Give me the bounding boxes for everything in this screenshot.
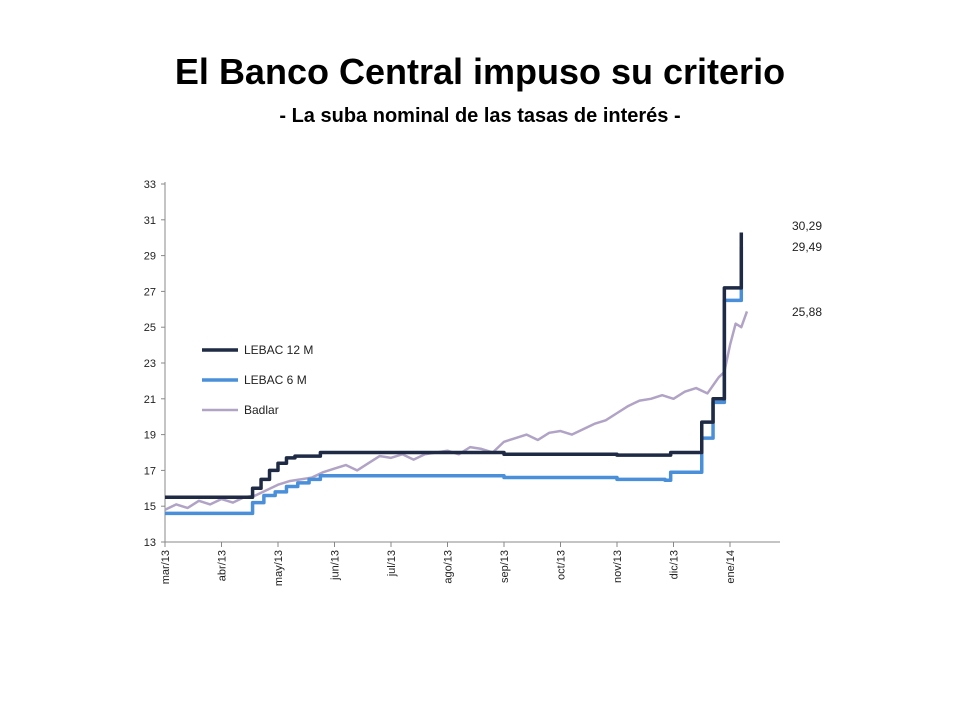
end-value-label: 30,29 [792, 219, 822, 233]
y-tick-label: 17 [144, 465, 156, 477]
slide-subtitle: - La suba nominal de las tasas de interé… [279, 105, 681, 127]
x-tick-label: oct/13 [556, 550, 568, 580]
x-tick-label: abr/13 [217, 550, 229, 581]
y-tick-label: 13 [144, 537, 156, 549]
slide-title: El Banco Central impuso su criterio [174, 51, 786, 92]
end-value-label: 29,49 [792, 240, 822, 254]
x-tick-label: ago/13 [443, 550, 455, 584]
y-tick-label: 33 [144, 179, 156, 191]
x-tick-label: ene/14 [725, 550, 737, 584]
series-line-badlar [164, 311, 749, 511]
y-tick-label: 29 [144, 251, 156, 263]
y-tick-label: 31 [144, 215, 156, 227]
series-line-lebac-12-m [165, 232, 744, 499]
x-tick-label: mar/13 [160, 550, 172, 584]
x-tick-label: jun/13 [330, 550, 342, 581]
x-tick-label: dic/13 [669, 550, 681, 579]
x-tick-label: sep/13 [499, 550, 511, 583]
x-tick-label: may/13 [273, 550, 285, 586]
y-tick-label: 23 [144, 358, 156, 370]
legend-label: Badlar [244, 403, 279, 417]
y-tick-label: 25 [144, 322, 156, 334]
y-tick-label: 21 [144, 394, 156, 406]
y-tick-label: 27 [144, 286, 156, 298]
y-tick-label: 19 [144, 430, 156, 442]
legend-label: LEBAC 12 M [244, 343, 313, 357]
x-tick-label: nov/13 [612, 550, 624, 583]
x-tick-label: jul/13 [386, 550, 398, 577]
legend-label: LEBAC 6 M [244, 373, 307, 387]
end-value-label: 25,88 [792, 305, 822, 319]
y-tick-label: 15 [144, 501, 156, 513]
